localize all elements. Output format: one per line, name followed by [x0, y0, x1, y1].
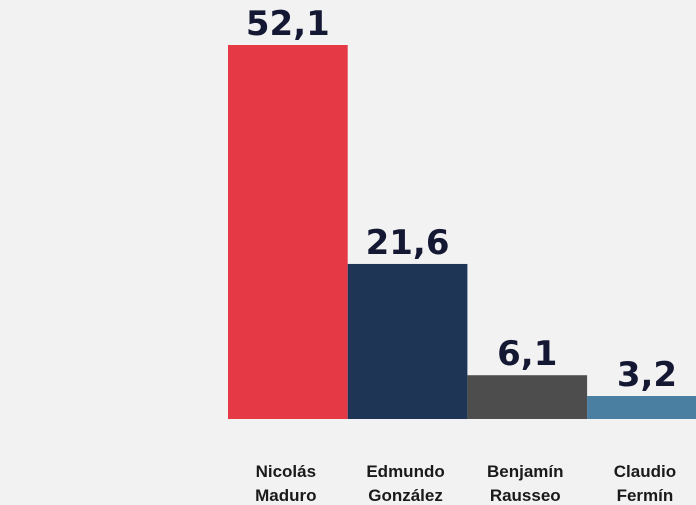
category-label: Edmundo González	[366, 462, 444, 505]
value-label: 21,6	[366, 223, 450, 263]
bar	[587, 396, 696, 419]
category-label: Nicolás Maduro	[255, 462, 316, 505]
value-label: 52,1	[246, 4, 330, 44]
bar	[228, 45, 348, 419]
bar	[347, 263, 468, 419]
bar	[467, 375, 588, 419]
category-label: Claudio Fermín	[614, 462, 676, 505]
category-label: Benjamín Rausseo	[487, 462, 564, 505]
value-label: 3,2	[617, 355, 677, 395]
value-label: 6,1	[497, 334, 557, 374]
